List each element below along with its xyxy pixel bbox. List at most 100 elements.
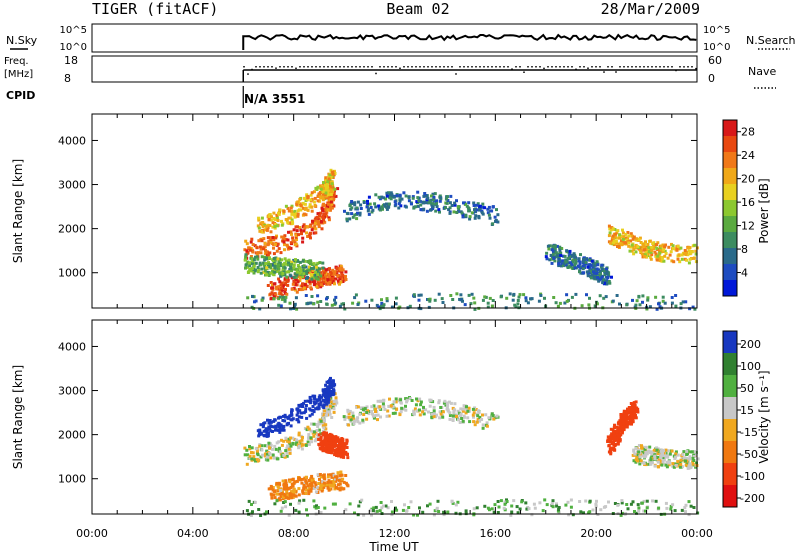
data-cell	[663, 301, 667, 305]
data-cell	[290, 410, 294, 414]
data-cell	[486, 211, 490, 215]
data-cell	[387, 205, 390, 209]
data-cell	[346, 212, 350, 216]
colorbar-segment	[723, 232, 737, 249]
data-cell	[672, 465, 676, 469]
data-cell	[338, 277, 342, 281]
data-cell	[515, 505, 519, 509]
data-cell	[308, 203, 312, 207]
data-cell	[289, 274, 293, 278]
data-cell	[688, 457, 691, 461]
data-cell	[679, 246, 683, 250]
data-cell	[432, 513, 436, 517]
data-cell	[337, 454, 340, 458]
data-cell	[438, 416, 442, 420]
data-cell	[638, 236, 642, 240]
data-cell	[296, 212, 300, 216]
data-cell	[332, 388, 335, 392]
data-cell	[445, 201, 449, 205]
data-cell	[253, 458, 257, 462]
data-cell	[561, 259, 565, 263]
data-cell	[269, 484, 273, 488]
data-cell	[350, 212, 354, 216]
data-cell	[524, 299, 528, 303]
data-cell	[268, 224, 272, 227]
data-cell	[660, 454, 663, 458]
data-cell	[251, 510, 254, 514]
data-cell	[321, 261, 325, 265]
data-cell	[655, 446, 659, 450]
data-cell	[310, 191, 314, 195]
freq-dot	[571, 66, 573, 68]
data-cell	[649, 462, 653, 466]
data-cell	[278, 261, 282, 265]
data-cell	[541, 509, 545, 513]
data-cell	[293, 272, 297, 276]
data-cell	[298, 499, 302, 503]
freq-dot	[359, 66, 361, 68]
x-axis-ticks: 00:00 04:00 08:00 12:00 16:00 20:00 00:00	[76, 527, 713, 540]
data-cell	[694, 453, 698, 457]
data-cell	[405, 400, 409, 404]
y-tick-label: 4000	[58, 340, 86, 353]
data-cell	[578, 262, 582, 265]
data-cell	[553, 259, 557, 263]
data-cell	[642, 244, 646, 248]
data-cell	[604, 505, 608, 509]
data-cell	[334, 396, 338, 400]
data-cell	[428, 297, 432, 301]
data-cell	[250, 237, 254, 241]
data-cell	[505, 296, 509, 300]
data-cell	[585, 270, 589, 274]
data-cell	[287, 246, 291, 250]
data-cell	[477, 410, 481, 414]
data-cell	[353, 201, 357, 205]
data-cell	[290, 218, 294, 222]
data-cell	[280, 288, 284, 292]
data-cell	[283, 482, 287, 485]
data-cell	[495, 208, 498, 212]
data-cell	[680, 465, 684, 469]
data-cell	[332, 473, 336, 477]
data-cell	[325, 183, 329, 187]
data-cell	[393, 200, 397, 204]
data-cell	[314, 490, 318, 494]
data-cell	[611, 428, 615, 432]
data-cell	[636, 454, 640, 457]
data-cell	[268, 256, 271, 260]
data-cell	[326, 282, 330, 285]
data-cell	[248, 454, 252, 458]
data-cell	[490, 507, 494, 511]
data-cell	[584, 499, 588, 503]
data-cell	[249, 514, 253, 517]
data-cell	[301, 435, 304, 439]
data-cell	[322, 280, 325, 284]
data-cell	[333, 436, 336, 440]
freq-dot	[567, 66, 569, 68]
data-cell	[582, 256, 586, 260]
data-cell	[587, 303, 591, 307]
data-cell	[474, 214, 478, 218]
data-cell	[490, 304, 494, 308]
data-cell	[324, 188, 328, 192]
data-cell	[613, 448, 617, 452]
data-cell	[305, 428, 309, 432]
data-cell	[561, 254, 565, 258]
data-cell	[437, 510, 441, 513]
data-cell	[635, 456, 639, 460]
data-cell	[471, 407, 475, 411]
data-cell	[320, 227, 324, 231]
data-cell	[339, 470, 343, 474]
data-cell	[614, 241, 618, 245]
data-cell	[644, 450, 648, 454]
data-cell	[315, 269, 319, 273]
data-cell	[292, 263, 296, 267]
data-cell	[491, 414, 495, 417]
data-cell	[331, 434, 334, 438]
data-cell	[280, 293, 284, 297]
data-cell	[300, 438, 304, 442]
data-cell	[651, 242, 655, 246]
data-cell	[671, 503, 675, 507]
data-cell	[326, 396, 330, 400]
data-cell	[453, 201, 457, 205]
